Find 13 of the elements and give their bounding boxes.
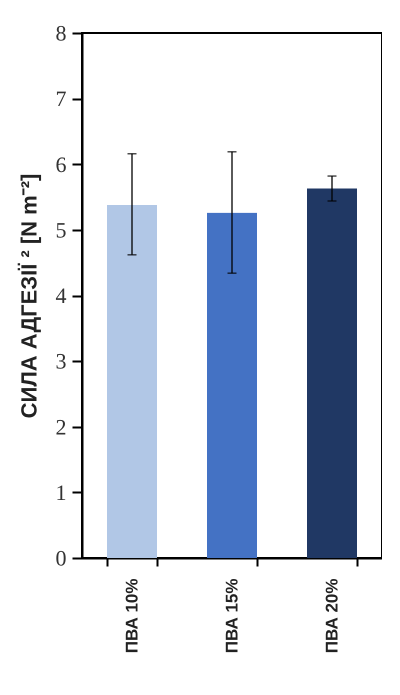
y-tick-label: 7 (56, 86, 66, 112)
y-tick-label: 0 (56, 546, 66, 570)
x-tick-label: ПВА 20% (322, 578, 342, 654)
y-tick-label: 8 (56, 20, 66, 46)
y-tick-label: 1 (56, 480, 66, 505)
y-tick-label: 6 (56, 152, 66, 177)
y-tick-label: 5 (56, 217, 66, 242)
y-axis-title: СИЛА АДГЕЗІЇ ² [N m⁻²] (16, 174, 42, 418)
y-tick-label: 4 (56, 283, 66, 308)
x-tick-label: ПВА 15% (222, 578, 242, 654)
y-tick-label: 2 (56, 414, 66, 440)
x-tick-label: ПВА 10% (122, 578, 142, 654)
y-tick-label: 3 (56, 348, 66, 374)
